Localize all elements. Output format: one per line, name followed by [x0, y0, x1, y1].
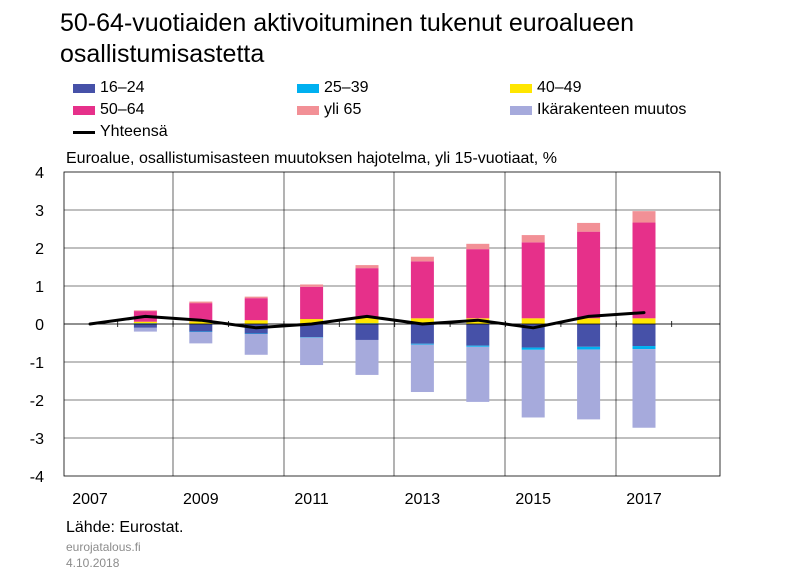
legend-item-ikarakenteen-muutos: Ikärakenteen muutos — [510, 100, 686, 120]
legend-swatch — [73, 130, 95, 134]
y-tick-label: -1 — [30, 355, 44, 372]
bar-yli-65-2013 — [410, 256, 434, 262]
legend-swatch — [297, 83, 319, 93]
bar-40-49-2009 — [189, 321, 213, 324]
y-tick-label: 1 — [35, 279, 44, 296]
bar-16-24-2008 — [133, 324, 157, 328]
site-name: eurojatalous.fi — [66, 540, 141, 554]
x-tick-label: 2007 — [72, 491, 108, 508]
bar-25-39-2016 — [577, 346, 601, 350]
bar-16-24-2011 — [300, 324, 324, 338]
bar-40-49-2011 — [300, 319, 324, 324]
x-tick-label: 2009 — [183, 491, 219, 508]
bar-ikarakenteen-muutos-2014 — [466, 346, 490, 402]
bar-yli-65-2009 — [189, 301, 213, 304]
y-tick-label: -3 — [30, 431, 44, 448]
y-tick-label: -2 — [30, 393, 44, 410]
bar-40-49-2015 — [521, 318, 545, 324]
bar-50-64-2010 — [244, 298, 268, 321]
chart-legend: 16–24 25–39 40–49 50–64 yli 65 Ikärakenteen m… — [0, 78, 800, 144]
bar-25-39-2010 — [244, 333, 268, 334]
y-tick-label: -4 — [30, 469, 44, 486]
y-tick-label: 0 — [35, 317, 44, 334]
bar-yli-65-2012 — [355, 265, 379, 269]
chart-title: 50-64-vuotiaiden aktivoituminen tukenut … — [60, 9, 634, 68]
bar-50-64-2012 — [355, 268, 379, 318]
legend-item-25-39: 25–39 — [297, 78, 369, 98]
legend-item-50-64: 50–64 — [73, 100, 145, 120]
legend-label: 40–49 — [537, 79, 582, 96]
bar-ikarakenteen-muutos-2008 — [133, 327, 157, 332]
bar-yli-65-2008 — [133, 310, 157, 312]
legend-swatch — [510, 105, 532, 115]
legend-swatch — [73, 83, 95, 93]
bar-yli-65-2014 — [466, 243, 490, 250]
legend-swatch — [297, 105, 319, 115]
bar-50-64-2015 — [521, 242, 545, 319]
legend-label: 16–24 — [100, 79, 145, 96]
chart-subtitle: Euroalue, osallistumisasteen muutoksen h… — [66, 150, 557, 167]
x-tick-label: 2015 — [515, 491, 551, 508]
legend-item-yli-65: yli 65 — [297, 100, 361, 120]
x-tick-label: 2013 — [405, 491, 441, 508]
bar-16-24-2013 — [410, 324, 434, 344]
bar-ikarakenteen-muutos-2015 — [521, 349, 545, 418]
legend-label: 50–64 — [100, 101, 145, 118]
legend-label: Yhteensä — [100, 123, 168, 140]
bar-ikarakenteen-muutos-2010 — [244, 333, 268, 355]
publish-date: 4.10.2018 — [66, 556, 120, 570]
y-tick-label: 4 — [35, 165, 44, 182]
bar-yli-65-2010 — [244, 296, 268, 299]
legend-label: yli 65 — [324, 101, 362, 118]
source-note: Lähde: Eurostat. — [66, 519, 184, 536]
bar-ikarakenteen-muutos-2013 — [410, 344, 434, 393]
bar-16-24-2012 — [355, 324, 379, 340]
bar-50-64-2009 — [189, 303, 213, 322]
bar-ikarakenteen-muutos-2011 — [300, 337, 324, 366]
bar-25-39-2011 — [300, 337, 324, 338]
bar-50-64-2016 — [577, 231, 601, 319]
bar-50-64-2013 — [410, 261, 434, 319]
legend-label: 25–39 — [324, 79, 369, 96]
bar-50-64-2014 — [466, 249, 490, 319]
bar-yli-65-2017 — [632, 211, 656, 223]
bar-50-64-2017 — [632, 222, 656, 319]
bar-40-49-2008 — [133, 321, 157, 324]
x-tick-label: 2011 — [294, 491, 329, 508]
bar-16-24-2014 — [466, 324, 490, 346]
bar-40-49-2013 — [410, 318, 434, 324]
bar-40-49-2010 — [244, 320, 268, 324]
bar-16-24-2017 — [632, 324, 656, 347]
bar-25-39-2013 — [410, 343, 434, 345]
legend-item-yhteensa: Yhteensä — [73, 122, 168, 142]
x-tick-label: 2017 — [626, 491, 662, 508]
bar-40-49-2016 — [577, 318, 601, 324]
legend-swatch — [510, 83, 532, 93]
bar-25-39-2009 — [189, 331, 213, 333]
bar-ikarakenteen-muutos-2016 — [577, 349, 601, 420]
legend-item-40-49: 40–49 — [510, 78, 582, 98]
bar-ikarakenteen-muutos-2017 — [632, 349, 656, 428]
bar-25-39-2015 — [521, 347, 545, 350]
bar-yli-65-2011 — [300, 284, 324, 287]
bar-50-64-2011 — [300, 286, 324, 320]
bar-16-24-2016 — [577, 324, 601, 347]
bar-ikarakenteen-muutos-2009 — [189, 331, 213, 344]
bar-ikarakenteen-muutos-2012 — [355, 339, 379, 375]
bar-40-49-2012 — [355, 317, 379, 324]
bar-yli-65-2016 — [577, 222, 601, 232]
legend-swatch — [73, 105, 95, 115]
bar-16-24-2009 — [189, 324, 213, 332]
bar-25-39-2017 — [632, 346, 656, 350]
legend-item-16-24: 16–24 — [73, 78, 145, 98]
y-tick-label: 3 — [35, 203, 44, 220]
bar-yli-65-2015 — [521, 235, 545, 243]
series-line-yhteensa — [88, 311, 646, 330]
bar-16-24-2015 — [521, 324, 545, 348]
y-tick-label: 2 — [35, 241, 44, 258]
bar-40-49-2017 — [632, 318, 656, 324]
bar-25-39-2014 — [466, 345, 490, 347]
legend-label: Ikärakenteen muutos — [537, 101, 687, 118]
